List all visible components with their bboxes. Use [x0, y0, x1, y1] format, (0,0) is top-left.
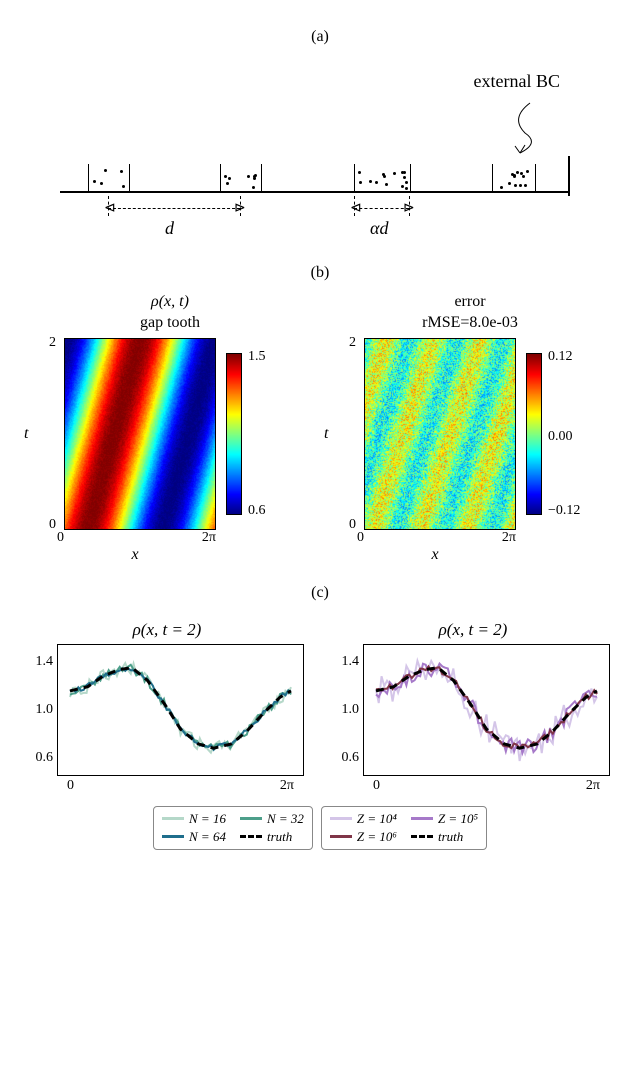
panel-b: ρ(x, t) gap tooth 2 0 t 1.5 0.6 0 2π x e…	[20, 292, 620, 564]
x-axis: 0 2π x	[60, 530, 210, 564]
tooth-box	[492, 164, 536, 191]
line-left-title: ρ(x, t = 2)	[27, 620, 307, 640]
x-axis: 0 2π x	[360, 530, 510, 564]
heatmap-right-title: error rMSE=8.0e-03	[330, 292, 610, 334]
legend-left: N = 16 N = 32 N = 64 truth	[153, 806, 313, 850]
label-a: (a)	[20, 28, 620, 46]
colorbar	[526, 353, 542, 515]
x-axis: 0 2π	[57, 776, 302, 796]
colorbar-ticks: 0.12 0.00 −0.12	[546, 354, 591, 514]
heatmap-left-title: ρ(x, t) gap tooth	[30, 292, 310, 334]
line-canvas	[363, 644, 610, 776]
line-right: ρ(x, t = 2) 1.4 1.0 0.6 0 2π	[333, 620, 613, 796]
legend-right: Z = 10⁴ Z = 10⁵ Z = 10⁶ truth	[321, 806, 487, 850]
y-axis: 2 0 t	[330, 339, 360, 529]
legend-item: N = 64	[162, 829, 226, 845]
panel-a: external BC ⊲ ⊳ d ⊲ ⊳ αd	[20, 56, 620, 256]
heatmap-right: error rMSE=8.0e-03 2 0 t 0.12 0.00 −0.12…	[330, 292, 610, 564]
line-right-title: ρ(x, t = 2)	[333, 620, 613, 640]
line-canvas	[57, 644, 304, 776]
alpha-d-label: αd	[370, 218, 388, 239]
label-c: (c)	[20, 584, 620, 602]
dim-line	[354, 208, 409, 209]
y-axis: 1.4 1.0 0.6	[27, 644, 57, 774]
legend-item: truth	[411, 829, 478, 845]
legend-item: N = 32	[240, 811, 304, 827]
heatmap-canvas	[364, 338, 516, 530]
heatmap-left: ρ(x, t) gap tooth 2 0 t 1.5 0.6 0 2π x	[30, 292, 310, 564]
y-axis: 1.4 1.0 0.6	[333, 644, 363, 774]
d-label: d	[165, 218, 174, 239]
label-b: (b)	[20, 264, 620, 282]
legend-item: Z = 10⁴	[330, 811, 397, 827]
colorbar	[226, 353, 242, 515]
arrow-icon	[505, 98, 555, 158]
end-wall	[568, 156, 570, 196]
bc-label: external BC	[474, 71, 560, 92]
main-line	[60, 191, 570, 193]
heatmap-canvas	[64, 338, 216, 530]
legend-item: N = 16	[162, 811, 226, 827]
tooth-box	[220, 164, 262, 191]
colorbar-ticks: 1.5 0.6	[246, 354, 291, 514]
y-axis: 2 0 t	[30, 339, 60, 529]
legend-item: Z = 10⁶	[330, 829, 397, 845]
line-left: ρ(x, t = 2) 1.4 1.0 0.6 0 2π	[27, 620, 307, 796]
x-axis: 0 2π	[363, 776, 608, 796]
panel-c: ρ(x, t = 2) 1.4 1.0 0.6 0 2π ρ(x, t = 2)…	[20, 620, 620, 796]
legend-item: Z = 10⁵	[411, 811, 478, 827]
legend-item: truth	[240, 829, 304, 845]
tooth-box	[88, 164, 130, 191]
dim-line	[108, 208, 240, 209]
legends: N = 16N = 32N = 64truth Z = 10⁴Z = 10⁵Z …	[20, 806, 620, 850]
tooth-box	[354, 164, 411, 191]
